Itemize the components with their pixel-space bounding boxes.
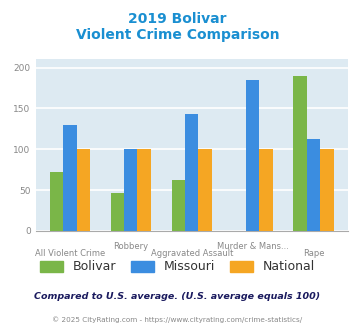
Bar (198, 149, 212, 231)
Text: Rape: Rape (303, 249, 324, 258)
Text: Violent Crime Comparison: Violent Crime Comparison (76, 28, 279, 42)
Legend: Bolivar, Missouri, National: Bolivar, Missouri, National (35, 255, 320, 279)
Bar (260, 149, 273, 231)
Text: Aggravated Assault: Aggravated Assault (151, 249, 233, 258)
Bar (307, 140, 320, 231)
Bar (63, 125, 77, 231)
Bar (77, 149, 90, 231)
Bar (124, 149, 137, 231)
Bar (137, 149, 151, 231)
Text: 2019 Bolivar: 2019 Bolivar (128, 12, 227, 25)
Text: © 2025 CityRating.com - https://www.cityrating.com/crime-statistics/: © 2025 CityRating.com - https://www.city… (53, 317, 302, 323)
Bar (111, 193, 124, 231)
Bar (246, 80, 260, 231)
Text: Compared to U.S. average. (U.S. average equals 100): Compared to U.S. average. (U.S. average … (34, 292, 321, 301)
Text: All Violent Crime: All Violent Crime (35, 249, 105, 258)
Bar (185, 114, 198, 231)
Bar (50, 172, 63, 231)
Bar (320, 149, 334, 231)
Bar (171, 180, 185, 231)
Text: Murder & Mans...: Murder & Mans... (217, 243, 289, 251)
Bar (294, 76, 307, 231)
Text: Robbery: Robbery (113, 243, 148, 251)
